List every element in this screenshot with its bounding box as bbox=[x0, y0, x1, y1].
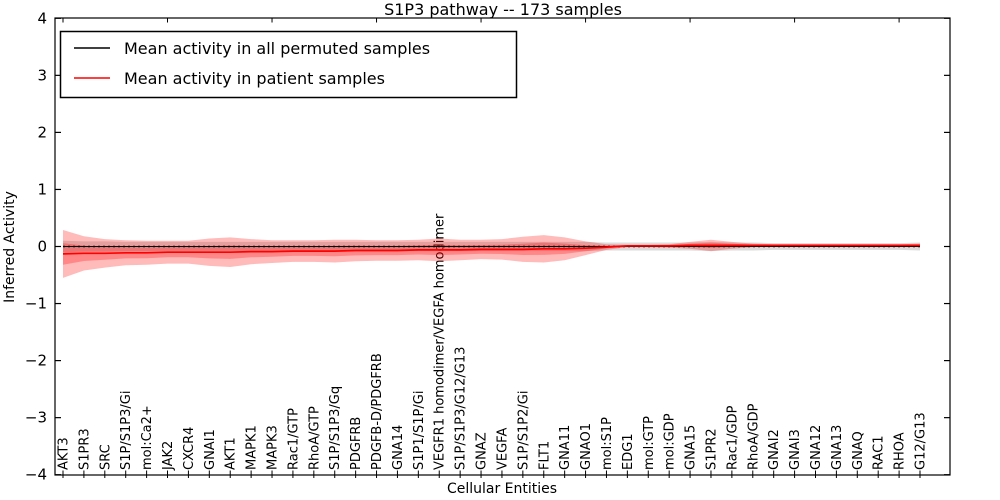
x-tick-label: Rac1/GDP bbox=[725, 405, 740, 470]
patient-std-band bbox=[63, 230, 920, 278]
x-tick-label: mol:S1P bbox=[600, 417, 615, 470]
x-tick-label: AKT3 bbox=[57, 437, 72, 470]
x-axis-label: Cellular Entities bbox=[447, 481, 557, 497]
y-tick-label: −1 bbox=[25, 295, 47, 313]
x-tick-label: JAK2 bbox=[161, 441, 176, 471]
y-tick-label: −4 bbox=[25, 466, 47, 484]
x-tick-label: FLT1 bbox=[537, 441, 552, 470]
y-tick-label: 3 bbox=[37, 66, 47, 84]
x-tick-label: RAC1 bbox=[872, 435, 887, 470]
y-tick-label: 2 bbox=[37, 123, 47, 141]
x-tick-label: AKT1 bbox=[224, 437, 239, 470]
x-tick-label: GNAI3 bbox=[788, 429, 803, 470]
x-tick-label: MAPK1 bbox=[245, 425, 260, 470]
x-tick-label: S1P1/S1P/Gi bbox=[412, 391, 427, 470]
x-tick-label: mol:GDP bbox=[663, 413, 678, 470]
x-tick-label: GNAI1 bbox=[203, 429, 218, 470]
patient-mean-line bbox=[62, 244, 920, 255]
x-tick-label: PDGFRB bbox=[349, 417, 364, 470]
x-tick-label: SRC bbox=[98, 444, 113, 470]
x-tick-label: PDGFB-D/PDGFRB bbox=[370, 353, 385, 470]
x-tick-label: Rac1/GTP bbox=[286, 408, 301, 470]
x-tick-label: GNA15 bbox=[684, 425, 699, 470]
x-tick-label: S1P/S1P3/Gi bbox=[119, 391, 134, 470]
y-tick-label: 0 bbox=[37, 238, 47, 256]
x-tick-label: GNAQ bbox=[851, 431, 866, 470]
x-tick-label: mol:GTP bbox=[642, 416, 657, 470]
x-tick-label: GNA12 bbox=[809, 425, 824, 470]
x-tick-label: GNA14 bbox=[391, 425, 406, 470]
y-axis-label: Inferred Activity bbox=[2, 191, 18, 303]
legend-label-permuted: Mean activity in all permuted samples bbox=[124, 39, 430, 58]
x-tick-label: RHOA bbox=[893, 432, 908, 470]
x-tick-label: GNAO1 bbox=[579, 423, 594, 470]
patient-inner-band bbox=[63, 242, 920, 265]
y-tick-label: 4 bbox=[37, 9, 47, 27]
x-tick-label: VEGFR1 homodimer/VEGFA homodimer bbox=[433, 213, 448, 470]
x-tick-label: GNA11 bbox=[558, 425, 573, 470]
plot-area: 4 3 2 1 0 −1 −2 −3 −4 AKT3 S1PR3 SRC S1P/S1P3/Gi mol:… bbox=[25, 9, 951, 484]
x-tick-label: GNAZ bbox=[475, 432, 490, 470]
chart-title: S1P3 pathway -- 173 samples bbox=[384, 0, 622, 19]
x-tick-label: EDG1 bbox=[621, 433, 636, 470]
x-tick-label: S1P/S1P2/Gi bbox=[516, 391, 531, 470]
x-tick-label: RhoA/GTP bbox=[307, 406, 322, 470]
y-tick-label: 1 bbox=[37, 180, 47, 198]
y-tick-label: −2 bbox=[25, 352, 47, 370]
legend-box bbox=[59, 30, 518, 99]
x-tick-label: MAPK3 bbox=[266, 425, 281, 470]
x-tick-label: mol:Ca2+ bbox=[140, 405, 155, 470]
x-tick-label: RhoA/GDP bbox=[746, 403, 761, 470]
x-tick-label: GNA13 bbox=[830, 425, 845, 470]
x-tick-label: S1P/S1P3/G12/G13 bbox=[454, 347, 469, 470]
y-tick-label: −3 bbox=[25, 409, 47, 427]
x-tick-label: CXCR4 bbox=[182, 427, 197, 470]
x-tick-label: S1P/S1P3/Gq bbox=[328, 386, 343, 470]
legend-label-patient: Mean activity in patient samples bbox=[124, 69, 385, 88]
x-tick-label: G12/G13 bbox=[914, 412, 929, 470]
x-tick-label: VEGFA bbox=[495, 428, 510, 470]
x-tick-label: S1PR2 bbox=[704, 428, 719, 470]
legend: Mean activity in all permuted samples Me… bbox=[59, 30, 518, 99]
x-tick-label: GNAI2 bbox=[767, 429, 782, 470]
x-tick-label: S1PR3 bbox=[77, 428, 92, 470]
